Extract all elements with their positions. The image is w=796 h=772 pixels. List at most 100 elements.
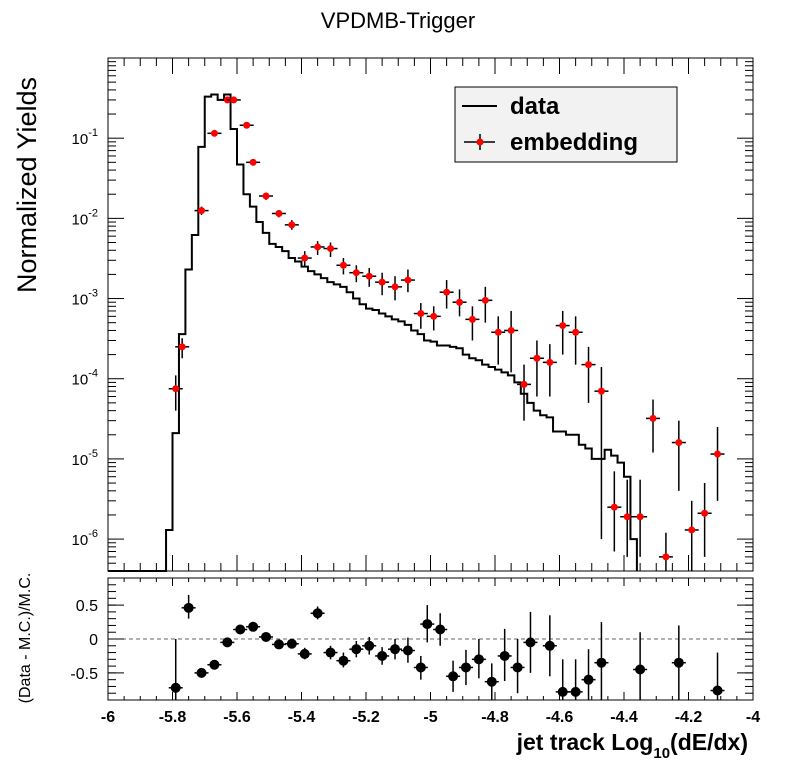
ratio-point	[633, 632, 648, 700]
x-tick-label: -6	[101, 709, 115, 726]
ratio-marker	[261, 631, 272, 642]
embedding-marker	[662, 553, 670, 561]
x-tick-label: -4.2	[675, 709, 703, 726]
top-y-tick-exponent: -1	[88, 127, 98, 139]
embedding-marker	[468, 315, 476, 323]
embedding-marker	[314, 243, 322, 251]
ratio-point	[510, 639, 525, 694]
ratio-point	[181, 594, 196, 619]
ratio-point	[388, 639, 403, 660]
embedding-marker	[172, 385, 180, 393]
ratio-point	[310, 606, 325, 620]
ratio-point	[168, 639, 183, 700]
embedding-point	[529, 340, 544, 397]
top-y-tick-base: 10	[72, 372, 89, 389]
ratio-marker	[312, 608, 323, 619]
embedding-marker	[339, 261, 347, 269]
embedding-point	[375, 272, 390, 296]
ratio-point	[233, 624, 248, 635]
embedding-marker	[597, 387, 605, 395]
ratio-point	[497, 628, 512, 682]
embedding-point	[246, 158, 261, 166]
ratio-marker	[473, 654, 484, 665]
ratio-marker	[364, 640, 375, 651]
top-y-tick-exponent: -6	[88, 528, 98, 540]
top-y-tick-base: 10	[72, 292, 89, 309]
embedding-marker	[636, 513, 644, 521]
top-y-tick-base: 10	[72, 211, 89, 228]
legend: data embedding	[454, 86, 678, 163]
embedding-point	[194, 206, 209, 216]
embedding-marker	[198, 207, 206, 215]
ratio-marker	[525, 637, 536, 648]
x-tick-label: -4	[746, 709, 760, 726]
embedding-marker	[649, 414, 657, 422]
embedding-point	[581, 346, 596, 403]
x-axis-title-main: jet track Log	[516, 729, 654, 755]
embedding-point	[504, 310, 519, 373]
embedding-marker	[301, 254, 309, 262]
embedding-point	[349, 265, 364, 283]
ratio-marker	[209, 659, 220, 670]
ratio-marker	[460, 662, 471, 673]
legend-data-label: data	[510, 93, 560, 120]
chart-title: VPDMB-Trigger	[321, 8, 475, 33]
embedding-marker	[210, 129, 218, 137]
top-y-tick-base: 10	[72, 131, 89, 148]
ratio-marker	[512, 662, 523, 673]
embedding-point	[259, 192, 274, 200]
embedding-point	[542, 344, 557, 397]
embedding-point	[594, 367, 609, 540]
embedding-point	[168, 375, 183, 411]
ratio-marker	[286, 638, 297, 649]
embedding-marker	[701, 509, 709, 517]
ratio-point	[375, 647, 390, 665]
ratio-point	[568, 659, 583, 700]
top-y-tick-exponent: -4	[88, 368, 98, 380]
embedding-marker	[507, 326, 515, 334]
ratio-point	[420, 605, 435, 643]
embedding-marker	[675, 439, 683, 447]
embedding-marker	[533, 354, 541, 362]
embedding-marker	[243, 121, 251, 129]
ratio-marker	[235, 624, 246, 635]
x-axis-title-tail: (dE/dx)	[670, 729, 748, 755]
x-axis-title-subscript: 10	[653, 745, 670, 762]
bottom-x-axis-ticks: -6 -5.8 -5.6 -5.4 -5.2 -5 -4.8 -4.6 -4.4 -4.2 -4	[101, 578, 760, 726]
embedding-marker	[230, 96, 238, 104]
embedding-point	[426, 306, 441, 331]
ratio-point	[336, 652, 351, 668]
ratio-point	[297, 647, 312, 660]
embedding-marker	[430, 312, 438, 320]
embedding-marker	[688, 526, 696, 534]
top-y-axis-ticks: 10-610-510-410-310-210-1	[72, 61, 753, 572]
embedding-point	[310, 241, 325, 255]
embedding-point	[633, 479, 648, 557]
embedding-point	[671, 420, 686, 491]
ratio-point	[710, 652, 725, 700]
ratio-marker	[351, 644, 362, 655]
embedding-point	[491, 316, 506, 365]
ratio-marker	[248, 621, 259, 632]
bottom-y-axis-ticks: 0.5 0 -0.5	[70, 584, 753, 694]
embedding-marker	[288, 221, 296, 229]
embedding-point	[452, 289, 467, 317]
x-tick-label: -5.4	[288, 709, 316, 726]
embedding-marker	[481, 296, 489, 304]
ratio-marker	[338, 655, 349, 666]
embedding-marker	[417, 310, 425, 318]
embedding-point	[517, 364, 532, 421]
top-y-tick-exponent: -5	[88, 448, 98, 460]
embedding-point	[400, 269, 415, 293]
x-tick-label: -4.8	[481, 709, 509, 726]
ratio-point	[271, 639, 286, 650]
ratio-marker	[596, 657, 607, 668]
x-tick-label: -5.6	[223, 709, 251, 726]
ratio-marker	[299, 648, 310, 659]
embedding-point	[175, 338, 190, 359]
embedding-point	[413, 302, 428, 329]
ratio-marker	[196, 667, 207, 678]
ratio-marker	[435, 624, 446, 635]
ratio-marker	[448, 671, 459, 682]
